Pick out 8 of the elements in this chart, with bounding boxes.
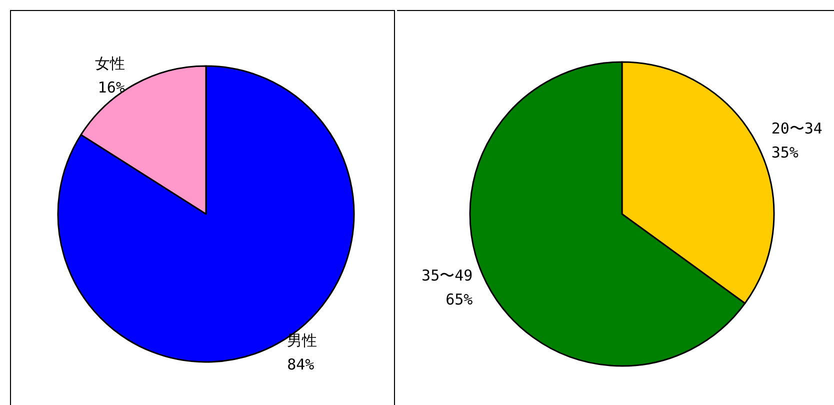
slice-label: 女性 (94, 54, 125, 73)
slice-label: 35〜49 (422, 266, 473, 285)
data-label: 65% (446, 290, 473, 309)
slice-label: 男性 (287, 331, 318, 350)
slice-label: 20〜34 (771, 119, 822, 138)
data-label: 84% (287, 355, 314, 374)
data-label: 16% (98, 78, 125, 97)
data-label: 35% (771, 143, 798, 162)
